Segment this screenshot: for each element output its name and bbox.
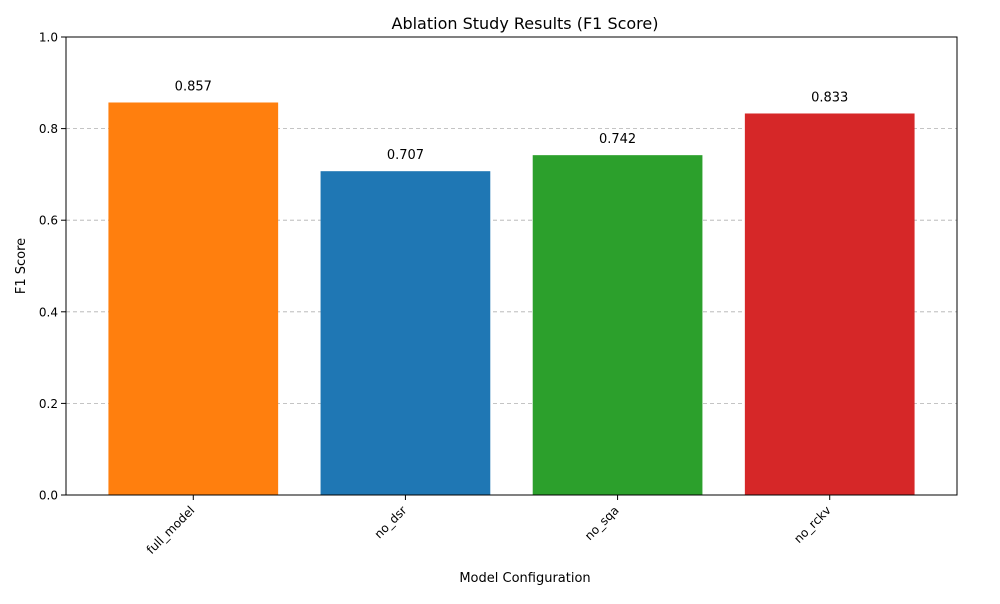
y-tick-label: 0.2: [39, 397, 58, 411]
plot-frame: [65, 36, 958, 496]
data-label: 0.707: [387, 148, 424, 163]
x-tick-label: no_sqa: [582, 503, 622, 543]
bar-no-dsr: [320, 171, 491, 495]
data-label: 0.833: [811, 90, 848, 105]
x-tick-label: full_model: [144, 503, 198, 557]
y-axis-label: F1 Score: [14, 238, 29, 294]
x-tick-label: no_dsr: [372, 503, 410, 541]
value-labels: 0.857 0.707 0.742 0.833: [175, 79, 849, 163]
y-tick-label: 0.6: [39, 214, 58, 228]
x-axis-ticks: full_model no_dsr no_sqa no_rckv: [144, 495, 834, 557]
bar-no-rckv: [744, 113, 915, 496]
y-tick-label: 0.4: [39, 305, 58, 319]
chart-title: Ablation Study Results (F1 Score): [392, 14, 659, 33]
y-tick-label: 0.0: [39, 489, 58, 503]
y-axis-ticks: 0.0 0.2 0.4 0.6 0.8 1.0: [39, 31, 66, 503]
bar-no-sqa: [532, 155, 703, 495]
data-label: 0.742: [599, 132, 636, 147]
y-tick-label: 0.8: [39, 122, 58, 136]
y-tick-label: 1.0: [39, 31, 58, 45]
bar-full-model: [108, 102, 279, 495]
bars: [108, 102, 915, 496]
x-tick-label: no_rckv: [791, 503, 834, 546]
data-label: 0.857: [175, 79, 212, 94]
x-axis-label: Model Configuration: [459, 571, 590, 586]
